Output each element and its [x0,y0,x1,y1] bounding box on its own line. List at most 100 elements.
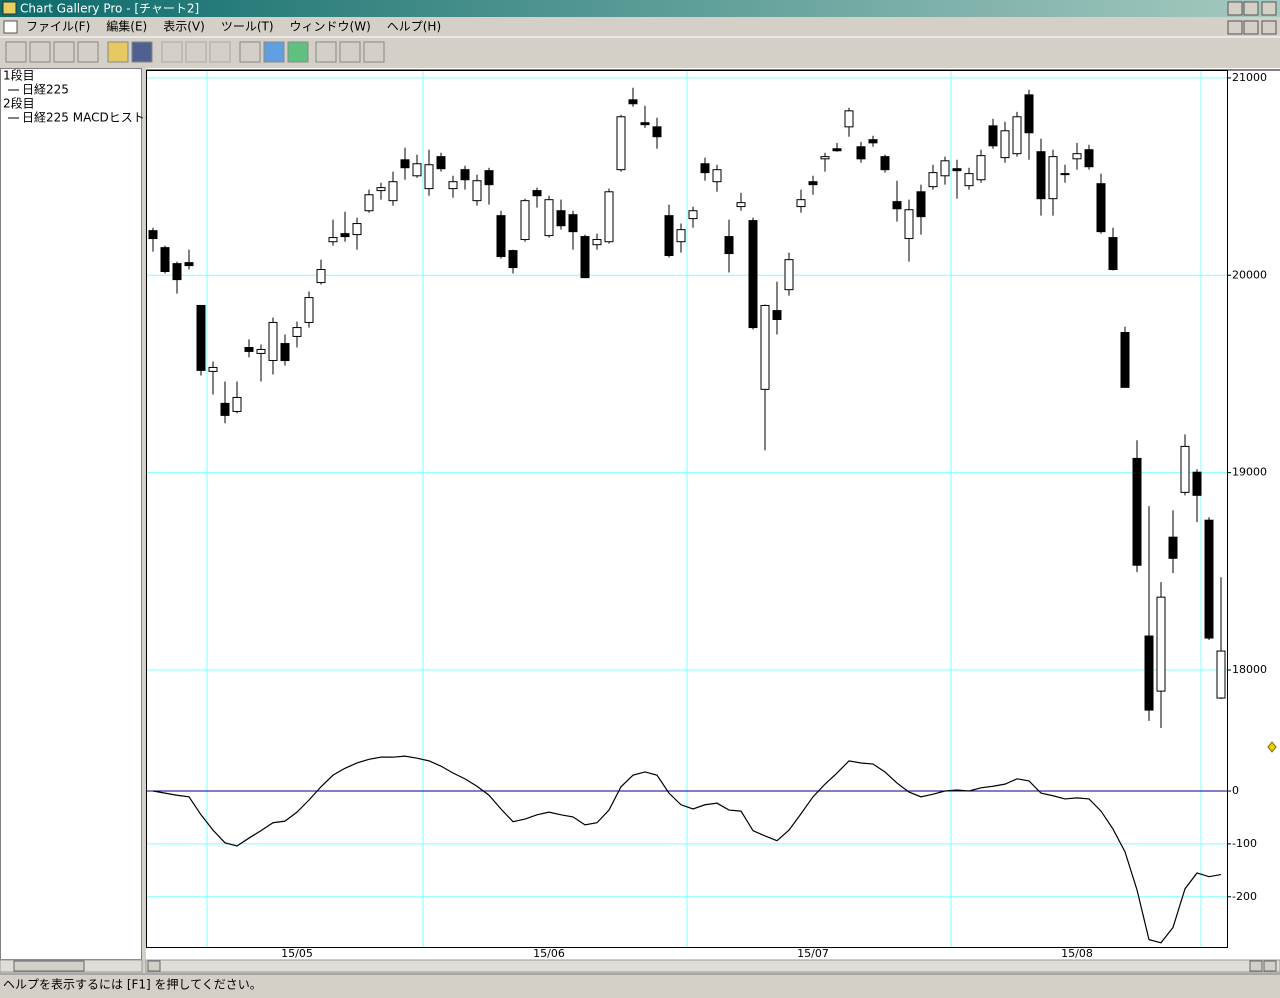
restore-button[interactable] [1243,1,1259,16]
candle-body [256,348,266,354]
candle-body [268,321,278,362]
print-button[interactable] [315,41,337,63]
doc-icon [3,20,18,34]
menu-item[interactable]: 表示(V) [163,20,205,34]
candle-body [376,187,386,192]
candle-body [640,122,650,126]
candle-body [1192,471,1202,496]
candle-body [688,210,698,220]
candle-body [244,347,254,352]
child-minimize-button[interactable] [1227,20,1243,35]
legend-entry: 日経225 MACDヒストグ [22,111,157,125]
legend-pane [0,68,142,960]
y-tick-label: 19000 [1232,466,1267,479]
child-restore-button[interactable] [1243,20,1259,35]
save-button[interactable] [131,41,153,63]
menu-item[interactable]: ファイル(F) [26,20,90,34]
menu-bar: ファイル(F) 編集(E) 表示(V) ツール(T) ウィンドウ(W) ヘルプ(H) [26,19,441,34]
candle-body [1168,536,1178,559]
tool-button[interactable] [5,41,27,63]
candle-body [544,199,554,237]
window-buttons[interactable] [1227,1,1277,35]
candle-body [496,215,506,258]
candle-body [184,262,194,267]
up-button[interactable] [287,41,309,63]
candle-body [388,181,398,202]
candle-body [424,164,434,190]
app-icon [2,1,17,15]
tool-button[interactable] [239,41,261,63]
candle-body [1156,596,1166,692]
candle-body [1108,237,1118,271]
menu-item[interactable]: 編集(E) [106,19,147,34]
scroll-thumb[interactable] [13,960,85,972]
candle-body [316,269,326,284]
candle-body [1000,130,1010,159]
candle-body [820,156,830,160]
candle-body [664,215,674,257]
candle-body [1180,445,1190,493]
down-button[interactable] [263,41,285,63]
candle-body [844,110,854,128]
help-button[interactable] [339,41,361,63]
context-help-button[interactable] [363,41,385,63]
menu-item[interactable]: ツール(T) [221,20,274,34]
candle-body [676,229,686,243]
candle-body [1132,457,1142,566]
menu-item[interactable]: ウィンドウ(W) [290,20,371,34]
candle-body [772,310,782,320]
panel-label: 1段目 [3,68,35,83]
x-tick-label: 15/06 [533,947,565,960]
scrollbar[interactable] [145,959,1280,973]
candle-body [736,202,746,208]
candle-body [1012,116,1022,155]
candle-body [580,236,590,279]
candle-body [1024,94,1034,134]
candle-body [220,402,230,416]
tool-button[interactable] [29,41,51,63]
add-button[interactable] [185,41,207,63]
candle-body [520,200,530,241]
candle-body [832,148,842,152]
candle-body [328,237,338,243]
tool-button[interactable] [53,41,75,63]
candle-body [616,116,626,171]
candle-body [952,168,962,172]
scroll-left[interactable] [147,960,161,972]
close-button[interactable] [1261,1,1277,16]
child-close-button[interactable] [1261,20,1277,35]
status-text: ヘルプを表示するには [F1] を押してください。 [3,978,262,992]
candle-body [508,250,518,269]
candle-body [1084,149,1094,168]
candle-body [916,191,926,218]
candle-body [868,139,878,144]
candle-body [904,209,914,240]
delete-button[interactable] [209,41,231,63]
candle-body [724,236,734,255]
candle-body [1072,153,1082,160]
scroll-thumb[interactable] [1263,960,1277,972]
menu-item[interactable]: ヘルプ(H) [387,20,441,34]
candle-body [232,396,242,412]
tool-button[interactable] [161,41,183,63]
open-button[interactable] [107,41,129,63]
candle-body [652,126,662,138]
candle-body [280,343,290,362]
candle-body [604,191,614,243]
candle-body [808,181,818,186]
candle-body [172,263,182,281]
candle-body [412,163,422,177]
minimize-button[interactable] [1227,1,1243,16]
candle-body [796,199,806,208]
candle-body [436,156,446,170]
candle-body [472,180,482,202]
tool-button[interactable] [77,41,99,63]
candle-body [748,220,758,329]
candle-body [484,170,494,186]
scroll-right[interactable] [1249,960,1263,972]
candle-body [196,304,206,371]
candle-body [460,169,470,181]
candle-body [700,163,710,174]
candle-body [340,233,350,238]
